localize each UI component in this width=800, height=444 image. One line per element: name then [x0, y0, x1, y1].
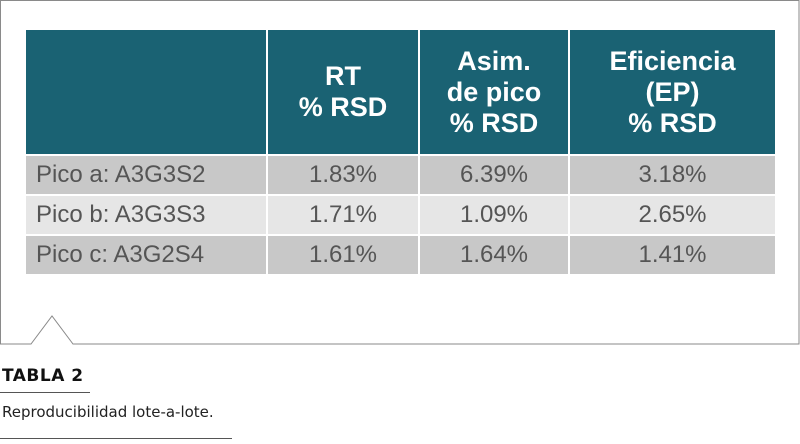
header-asymmetry: Asim. de pico % RSD [420, 30, 570, 156]
reproducibility-table: RT % RSD Asim. de pico % RSD Eficiencia … [26, 30, 775, 274]
caption-divider-short [0, 392, 90, 393]
header-row: RT % RSD Asim. de pico % RSD Eficiencia … [26, 30, 775, 156]
rt-value: 1.83% [268, 156, 420, 196]
table-row: Pico c: A3G2S4 1.61% 1.64% 1.41% [26, 236, 775, 274]
caption-title: TABLA 2 [2, 366, 84, 386]
header-empty-cell [26, 30, 268, 156]
asym-value: 1.64% [420, 236, 570, 274]
table-row: Pico b: A3G3S3 1.71% 1.09% 2.65% [26, 196, 775, 236]
header-asym-line-1: Asim. [457, 45, 531, 76]
header-rt: RT % RSD [268, 30, 420, 156]
asym-value: 6.39% [420, 156, 570, 196]
caption-text: Reproducibilidad lote-a-lote. [2, 403, 214, 421]
header-eff-line-3: % RSD [628, 107, 717, 138]
eff-value: 1.41% [570, 236, 775, 274]
header-efficiency: Eficiencia (EP) % RSD [570, 30, 775, 156]
callout-frame [0, 0, 800, 345]
callout-border [0, 0, 800, 345]
asym-value: 1.09% [420, 196, 570, 236]
header-rt-line-2: % RSD [298, 92, 388, 122]
header-rt-line-1: RT [325, 61, 361, 91]
table-row: Pico a: A3G3S2 1.83% 6.39% 3.18% [26, 156, 775, 196]
caption-divider-long [0, 438, 232, 439]
rt-value: 1.61% [268, 236, 420, 274]
header-eff-line-2: (EP) [645, 76, 700, 107]
row-label: Pico b: A3G3S3 [26, 196, 268, 236]
data-table-container: RT % RSD Asim. de pico % RSD Eficiencia … [26, 30, 775, 282]
header-eff-line-1: Eficiencia [609, 45, 736, 76]
header-asym-line-2: de pico [446, 76, 542, 107]
row-label: Pico a: A3G3S2 [26, 156, 268, 196]
eff-value: 2.65% [570, 196, 775, 236]
rt-value: 1.71% [268, 196, 420, 236]
eff-value: 3.18% [570, 156, 775, 196]
row-label: Pico c: A3G2S4 [26, 236, 268, 274]
header-asym-line-3: % RSD [449, 107, 539, 138]
